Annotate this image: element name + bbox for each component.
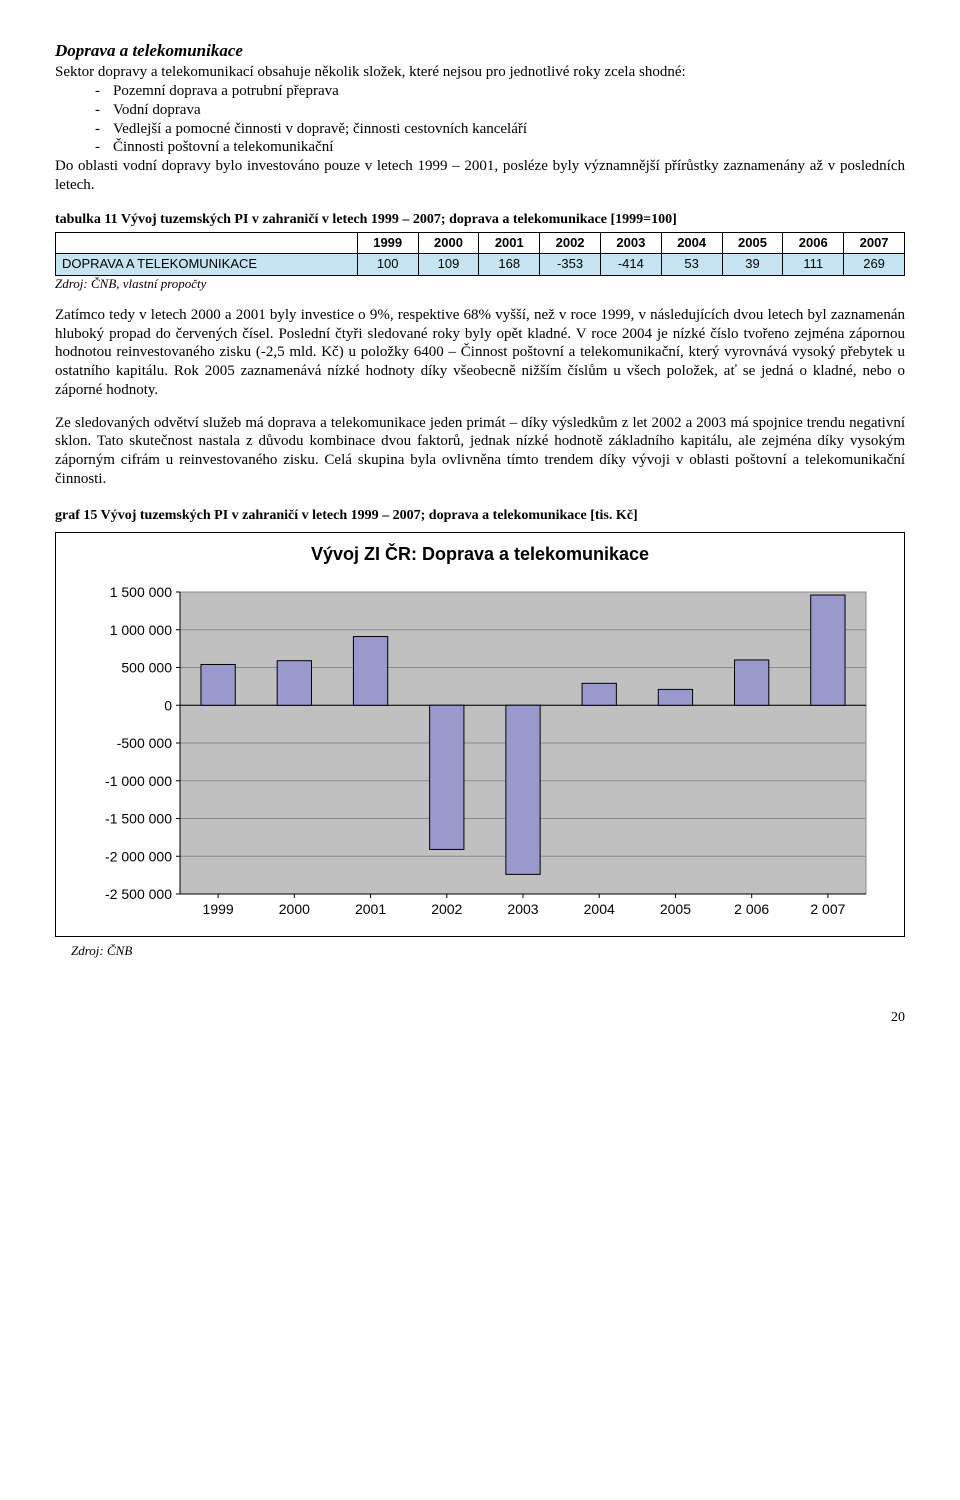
chart-bar xyxy=(506,705,540,874)
chart-ytick-label: 1 000 000 xyxy=(110,621,172,637)
paragraph-1: Zatímco tedy v letech 2000 a 2001 byly i… xyxy=(55,306,905,400)
chart-bar xyxy=(658,689,692,705)
bullet-item: Vodní doprava xyxy=(95,101,905,120)
chart-bar xyxy=(811,595,845,705)
table11-year-header: 2007 xyxy=(844,233,905,254)
chart15-title: Vývoj ZI ČR: Doprava a telekomunikace xyxy=(74,543,886,566)
chart-bar xyxy=(277,660,311,705)
table11-cell: 109 xyxy=(418,254,479,275)
chart-bar xyxy=(430,705,464,849)
chart15-container: Vývoj ZI ČR: Doprava a telekomunikace 1 … xyxy=(55,532,905,937)
table11-cell: 269 xyxy=(844,254,905,275)
chart-ytick-label: 0 xyxy=(164,697,172,713)
chart-xtick-label: 2005 xyxy=(660,901,691,917)
bullet-item: Činnosti poštovní a telekomunikační xyxy=(95,138,905,157)
paragraph-2: Ze sledovaných odvětví služeb má doprava… xyxy=(55,414,905,489)
chart-ytick-label: -1 000 000 xyxy=(105,772,172,788)
table11-corner xyxy=(56,233,358,254)
chart-bar xyxy=(735,659,769,704)
table11-year-header: 2004 xyxy=(661,233,722,254)
chart-ytick-label: -1 500 000 xyxy=(105,810,172,826)
chart-ytick-label: 500 000 xyxy=(121,659,172,675)
table11-cell: 53 xyxy=(661,254,722,275)
chart-bar xyxy=(353,636,387,705)
chart-ytick-label: 1 500 000 xyxy=(110,584,172,600)
chart-xtick-label: 2001 xyxy=(355,901,386,917)
bullet-item: Pozemní doprava a potrubní přeprava xyxy=(95,82,905,101)
table11-year-header: 2001 xyxy=(479,233,540,254)
section-after-bullets: Do oblasti vodní dopravy bylo investován… xyxy=(55,157,905,195)
chart-xtick-label: 2003 xyxy=(507,901,538,917)
chart-ytick-label: -2 000 000 xyxy=(105,848,172,864)
page-number: 20 xyxy=(55,1009,905,1027)
chart-xtick-label: 2000 xyxy=(279,901,310,917)
chart-xtick-label: 2002 xyxy=(431,901,462,917)
table11-year-header: 2002 xyxy=(540,233,601,254)
chart-xtick-label: 1999 xyxy=(203,901,234,917)
chart-bar xyxy=(582,683,616,705)
table11-cell: -414 xyxy=(600,254,661,275)
table11: 199920002001200220032004200520062007 DOP… xyxy=(55,232,905,276)
chart-xtick-label: 2 007 xyxy=(810,901,845,917)
chart-xtick-label: 2 006 xyxy=(734,901,769,917)
table11-year-header: 2006 xyxy=(783,233,844,254)
table11-year-header: 2000 xyxy=(418,233,479,254)
chart15-svg: 1 500 000 1 000 000 500 000 0 -500 000 -1 000… xyxy=(80,584,880,924)
bullet-item: Vedlejší a pomocné činnosti v dopravě; č… xyxy=(95,120,905,139)
table11-row-label: DOPRAVA A TELEKOMUNIKACE xyxy=(56,254,358,275)
chart-xtick-label: 2004 xyxy=(584,901,615,917)
table11-cell: -353 xyxy=(540,254,601,275)
chart15-source: Zdroj: ČNB xyxy=(71,943,905,959)
section-bullets: Pozemní doprava a potrubní přepravaVodní… xyxy=(95,82,905,157)
table11-source: Zdroj: ČNB, vlastní propočty xyxy=(55,276,905,292)
chart-ytick-label: -2 500 000 xyxy=(105,886,172,902)
chart-ytick-label: -500 000 xyxy=(117,735,172,751)
table11-cell: 39 xyxy=(722,254,783,275)
table11-year-header: 1999 xyxy=(357,233,418,254)
table11-caption: tabulka 11 Vývoj tuzemských PI v zahrani… xyxy=(55,211,905,229)
chart-bar xyxy=(201,664,235,705)
section-intro: Sektor dopravy a telekomunikací obsahuje… xyxy=(55,63,905,82)
table11-year-header: 2005 xyxy=(722,233,783,254)
chart15-caption: graf 15 Vývoj tuzemských PI v zahraničí … xyxy=(55,507,905,525)
table11-year-header: 2003 xyxy=(600,233,661,254)
table11-cell: 100 xyxy=(357,254,418,275)
table11-cell: 111 xyxy=(783,254,844,275)
intro-text: Sektor dopravy a telekomunikací obsahuje… xyxy=(55,64,686,80)
section-title: Doprava a telekomunikace xyxy=(55,40,905,61)
table11-cell: 168 xyxy=(479,254,540,275)
